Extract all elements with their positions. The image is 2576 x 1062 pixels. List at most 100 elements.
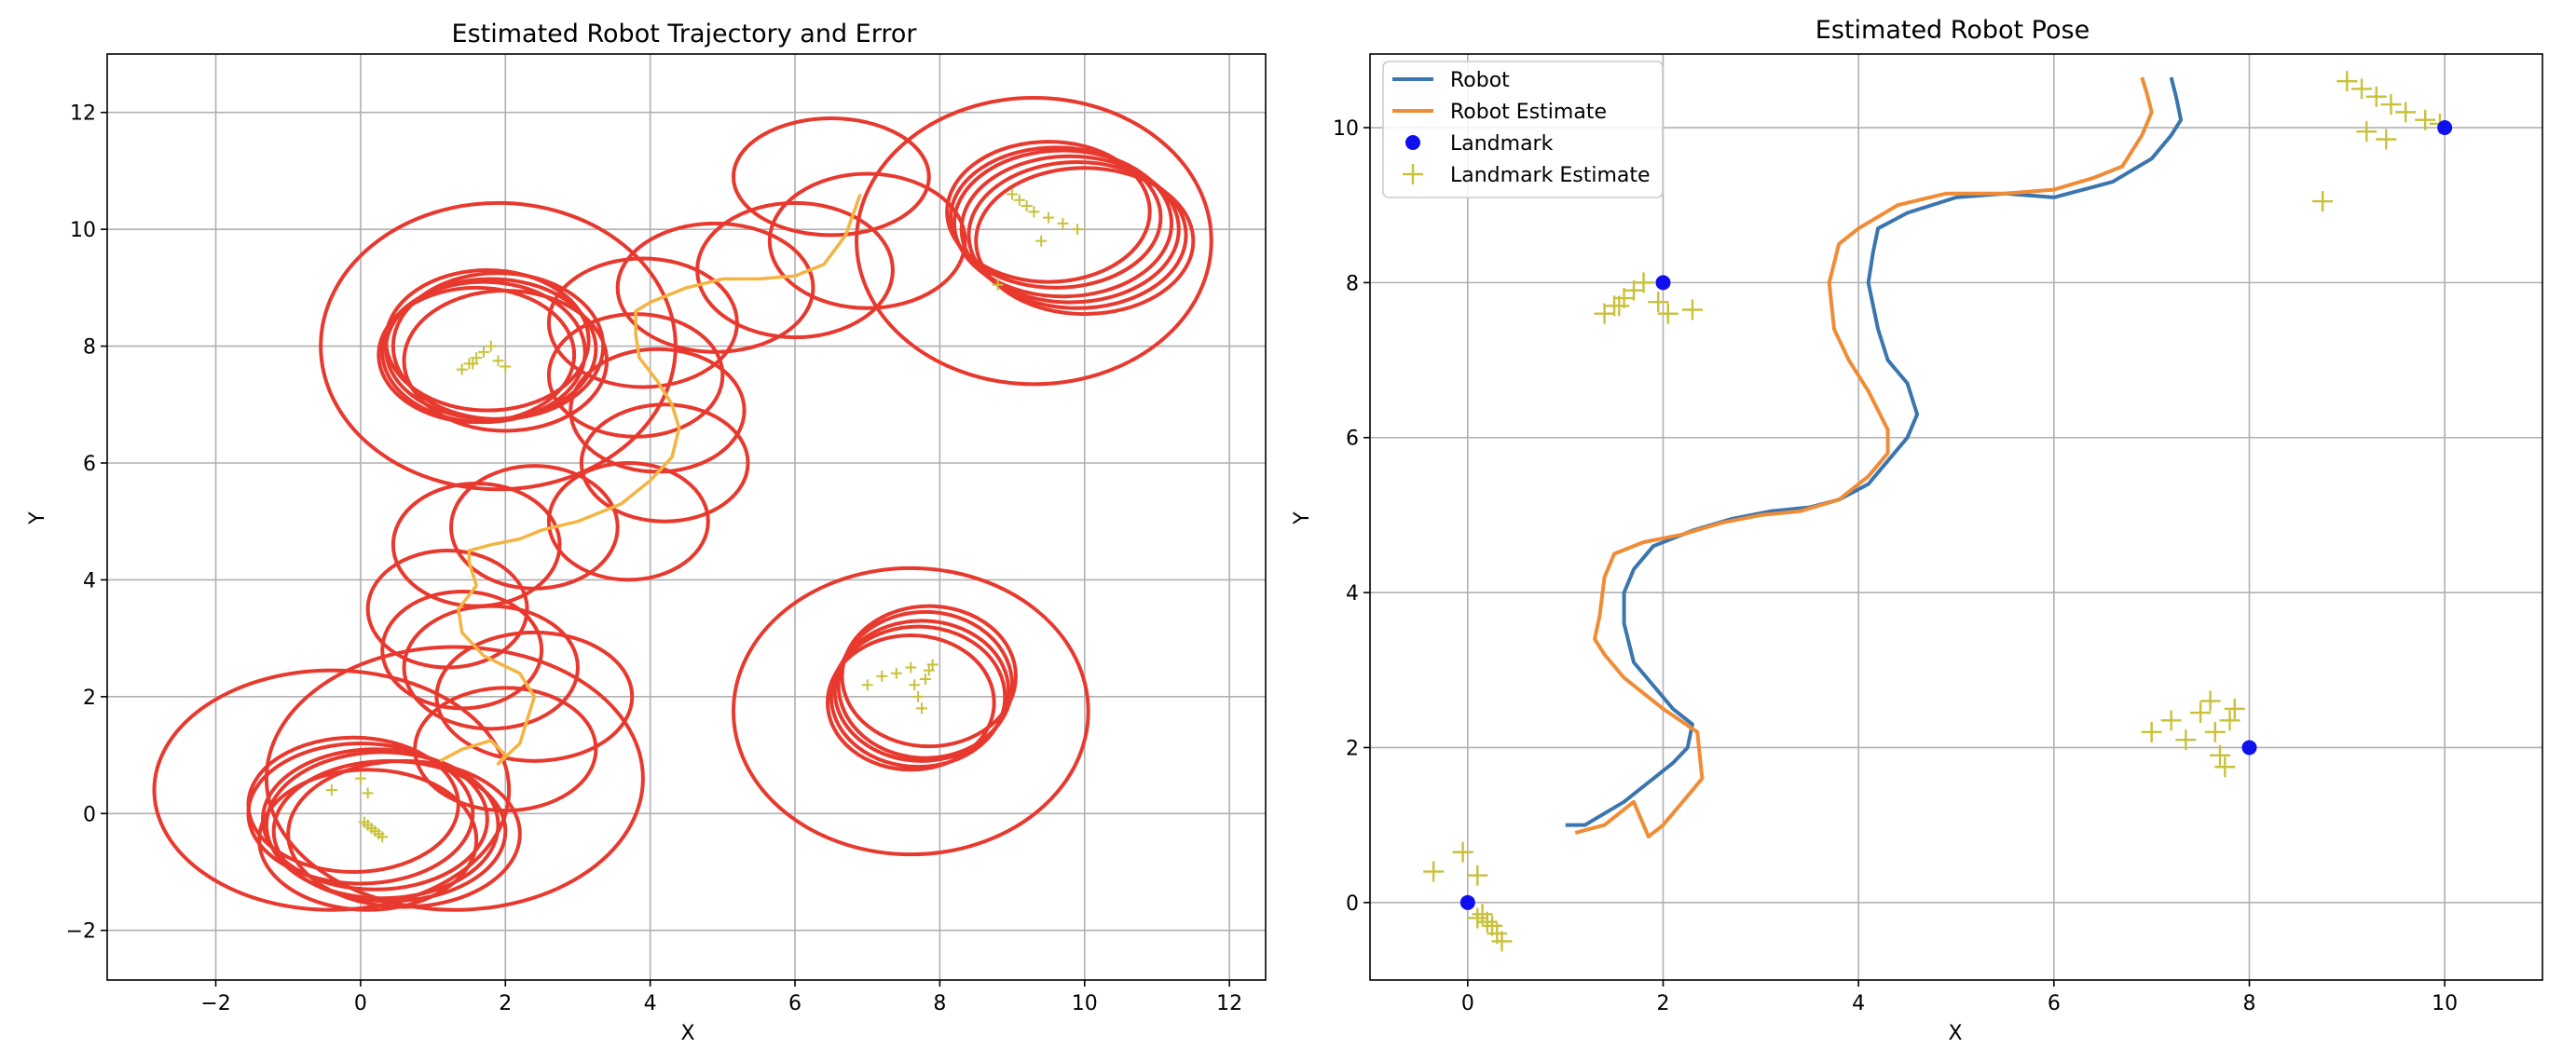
landmark-estimate-marker xyxy=(1013,194,1025,206)
left-chart-ticks: −2 0 2 4 6 8 10 12 −2 0 2 4 6 8 10 12 xyxy=(66,102,1243,1015)
right-chart-y-tick-label: 0 xyxy=(1346,892,1359,916)
right-chart-y-tick-label: 6 xyxy=(1346,428,1359,451)
landmark-estimate-marker xyxy=(2351,78,2373,100)
left-chart-y-tick-label: 4 xyxy=(83,569,96,592)
left-chart-grid xyxy=(107,54,1266,980)
landmark-estimate-marker xyxy=(362,787,374,799)
landmark-estimate-marker xyxy=(1028,206,1040,218)
landmark-estimate-marker xyxy=(1467,865,1488,886)
left-chart-x-tick-label: −2 xyxy=(200,992,230,1015)
uncertainty-ellipse xyxy=(546,460,710,582)
left-chart-plot-area xyxy=(152,96,1213,912)
landmark-estimate-marker xyxy=(2219,710,2240,731)
landmark-estimate-marker xyxy=(2160,710,2182,731)
landmark-estimate-marker xyxy=(905,661,917,674)
legend: Robot Robot Estimate Landmark Landmark E… xyxy=(1382,61,1664,198)
legend-landmark-estimate-label: Landmark Estimate xyxy=(1450,164,1651,187)
left-chart-x-tick-label: 10 xyxy=(1072,992,1098,1015)
left-chart-frame xyxy=(106,53,1267,981)
right-chart-x-tick-label: 4 xyxy=(1852,992,1865,1015)
landmark-estimate-marker xyxy=(923,664,935,676)
landmark-estimate-marker xyxy=(467,358,479,370)
landmark-estimate-marker xyxy=(2175,729,2197,751)
landmark-estimate-marker xyxy=(1467,907,1488,929)
legend-landmark-estimate-swatch xyxy=(1403,164,1423,184)
left-chart-y-tick-label: 0 xyxy=(83,803,96,826)
landmark-marker xyxy=(2241,740,2257,756)
uncertainty-ellipse xyxy=(731,116,931,238)
left-chart: Estimated Robot Trajectory and Error −2 0… xyxy=(26,20,1267,1045)
uncertainty-ellipse xyxy=(264,645,645,912)
landmark-estimate-marker xyxy=(2395,102,2417,123)
legend-robot-estimate-label: Robot Estimate xyxy=(1450,101,1607,124)
landmark-estimate-marker xyxy=(1021,200,1033,212)
uncertainty-ellipse xyxy=(731,565,1090,857)
uncertainty-ellipse xyxy=(579,402,750,524)
landmark-estimate-marker xyxy=(890,667,902,679)
landmark-estimate-marker xyxy=(1633,272,1654,293)
landmark-estimate-marker xyxy=(2380,94,2402,116)
landmark-estimate-marker xyxy=(926,659,939,671)
landmark-estimate-marker xyxy=(325,784,337,796)
right-chart-y-tick-label: 4 xyxy=(1346,582,1359,606)
landmark-estimate-marker xyxy=(876,670,888,682)
legend-robot-label: Robot xyxy=(1450,69,1510,92)
uncertainty-ellipse xyxy=(434,630,635,763)
left-chart-x-tick-label: 6 xyxy=(788,992,802,1015)
uncertainty-ellipse xyxy=(319,200,678,492)
uncertainty-ellipse xyxy=(152,668,512,912)
landmark-estimate-marker xyxy=(492,355,504,367)
left-chart-x-tick-label: 0 xyxy=(354,992,367,1015)
right-chart-y-tick-label: 2 xyxy=(1346,737,1359,760)
legend-landmark-label: Landmark xyxy=(1450,132,1554,156)
left-chart-y-tick-label: 12 xyxy=(70,102,96,126)
robot-estimate-path-line xyxy=(1574,76,2154,839)
landmark-estimate-marker xyxy=(2224,698,2245,719)
landmark-estimate-marker xyxy=(915,702,927,715)
uncertainty-ellipse xyxy=(949,145,1163,290)
uncertainty-ellipse xyxy=(836,609,1015,760)
landmark-marker xyxy=(1655,275,1671,291)
uncertainty-ellipse xyxy=(615,221,815,354)
left-chart-x-tick-label: 8 xyxy=(933,992,946,1015)
uncertainty-ellipse xyxy=(855,96,1213,387)
landmark-estimate-marker xyxy=(992,279,1004,291)
uncertainty-ellipse xyxy=(695,200,895,340)
left-chart-x-tick-label: 4 xyxy=(644,992,657,1015)
uncertainty-ellipse xyxy=(974,166,1196,317)
legend-box xyxy=(1382,61,1664,198)
uncertainty-ellipse xyxy=(257,768,479,912)
landmark-estimate-marker xyxy=(1423,861,1445,882)
uncertainty-ellipse xyxy=(945,140,1152,284)
landmark-estimate-marker xyxy=(354,772,366,784)
left-chart-x-axis-label: X xyxy=(680,1022,694,1045)
right-chart-x-tick-label: 10 xyxy=(2432,992,2458,1015)
uncertainty-ellipse xyxy=(264,750,500,901)
left-chart-y-tick-label: 2 xyxy=(83,687,96,710)
right-chart-x-tick-label: 2 xyxy=(1657,992,1670,1015)
landmark-marker xyxy=(2437,120,2453,136)
uncertainty-ellipse xyxy=(840,604,1018,749)
uncertainty-ellipse xyxy=(402,288,610,433)
landmark-estimate-marker xyxy=(377,831,389,843)
landmark-estimate-marker xyxy=(500,361,512,373)
uncertainty-ellipse xyxy=(959,154,1181,305)
right-chart-x-tick-label: 0 xyxy=(1461,992,1474,1015)
uncertainty-ellipse xyxy=(246,735,460,874)
right-chart-plot-area xyxy=(1423,71,2453,952)
right-chart-y-axis-label: Y xyxy=(1291,511,1314,525)
landmark-estimate-marker xyxy=(456,363,468,375)
uncertainty-ellipse xyxy=(829,624,1007,769)
uncertainty-ellipse xyxy=(449,464,620,591)
landmark-estimate-marker xyxy=(1609,295,1630,317)
left-chart-y-axis-label: Y xyxy=(26,511,49,525)
landmark-estimate-marker xyxy=(1452,841,1473,863)
left-chart-title: Estimated Robot Trajectory and Error xyxy=(452,20,918,48)
landmark-estimate-marker xyxy=(2210,744,2231,766)
landmark-estimate-marker xyxy=(1476,911,1498,933)
landmark-estimate-marker xyxy=(1042,211,1054,224)
uncertainty-ellipse xyxy=(767,171,967,310)
uncertainty-ellipse xyxy=(825,633,996,772)
